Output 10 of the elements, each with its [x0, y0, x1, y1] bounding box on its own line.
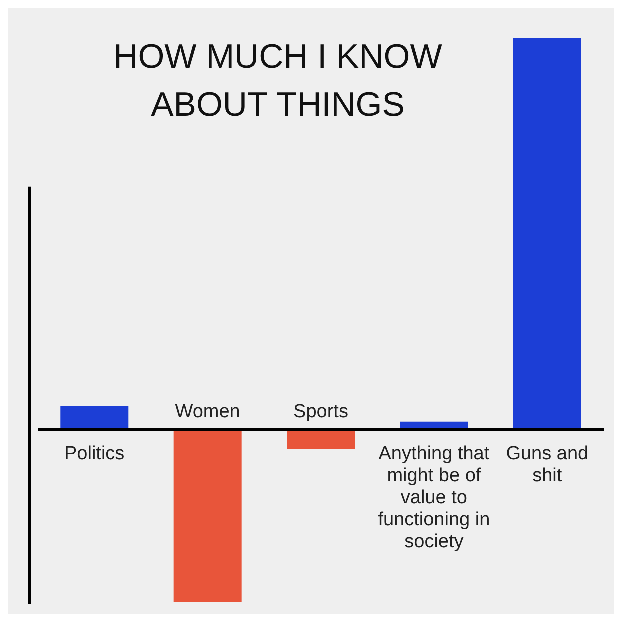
x-tick-label: Anything that might be of value to functioning in society	[378, 444, 490, 553]
x-tick-label: Sports	[294, 402, 348, 423]
bar	[513, 38, 582, 430]
bar	[60, 406, 129, 430]
x-tick-label: Politics	[64, 444, 125, 465]
text: HOW MUCH I KNOW ABOUT THINGS	[114, 38, 442, 124]
bar	[174, 430, 242, 602]
x-tick-label: Women	[175, 402, 240, 423]
x-tick-label: Guns and shit	[506, 444, 589, 487]
bar	[287, 430, 356, 450]
